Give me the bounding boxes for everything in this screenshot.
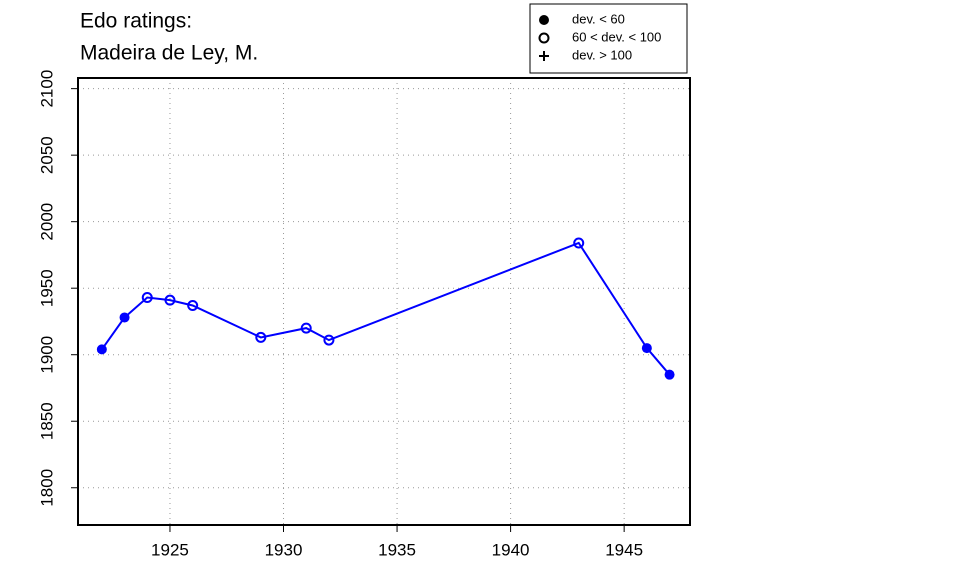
point	[255, 331, 267, 343]
chart-subtitle: Madeira de Ley, M.	[80, 42, 258, 65]
legend-box	[529, 3, 688, 74]
x-tick-label: 1940	[492, 540, 530, 559]
legend-label: dev. < 60	[572, 11, 625, 26]
point	[641, 343, 652, 354]
point	[300, 322, 312, 334]
point	[573, 237, 585, 249]
point	[664, 369, 675, 380]
chart-title: Edo ratings:	[80, 10, 192, 33]
legend-label: dev. > 100	[572, 47, 632, 62]
point	[538, 32, 550, 44]
y-tick-label: 1850	[37, 402, 56, 440]
x-tick-label: 1930	[265, 540, 303, 559]
x-tick-label: 1935	[378, 540, 416, 559]
y-tick-label: 2100	[37, 70, 56, 108]
y-tick-label: 2050	[37, 136, 56, 174]
point	[141, 292, 153, 304]
point	[187, 299, 199, 311]
point	[96, 344, 107, 355]
x-tick-label: 1945	[605, 540, 643, 559]
point	[164, 294, 176, 306]
legend-label: 60 < dev. < 100	[572, 29, 661, 44]
y-tick-label: 1800	[37, 469, 56, 507]
line	[101, 241, 671, 376]
y-tick-label: 1900	[37, 336, 56, 374]
plot-frame	[77, 77, 691, 526]
y-tick-label: 1950	[37, 269, 56, 307]
x-tick-label: 1925	[151, 540, 189, 559]
point	[539, 51, 549, 61]
point	[539, 15, 549, 25]
y-tick-label: 2000	[37, 203, 56, 241]
point	[119, 312, 130, 323]
point	[323, 334, 335, 346]
